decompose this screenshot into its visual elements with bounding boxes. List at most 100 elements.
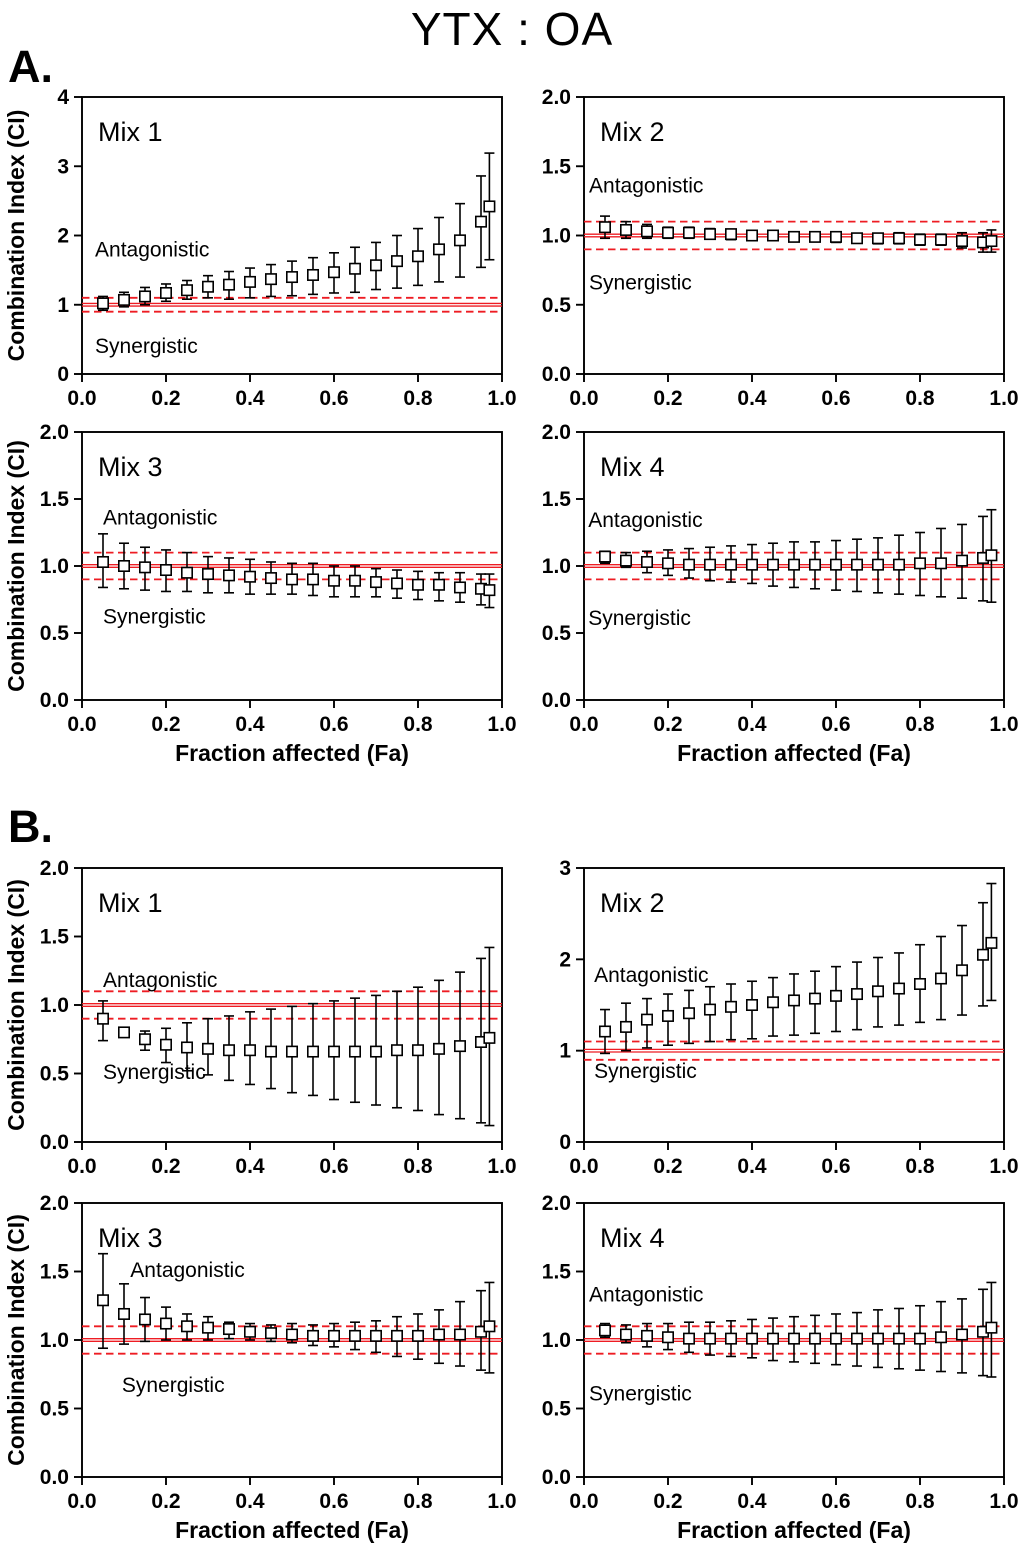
x-tick-label: 1.0 (487, 713, 516, 736)
y-tick-label: 0.0 (542, 363, 571, 386)
data-point-marker (483, 200, 496, 213)
y-tick-label: 2.0 (542, 421, 571, 444)
annotation-antagonistic: Antagonistic (103, 506, 217, 529)
x-axis-title: Fraction affected (Fa) (175, 740, 409, 766)
chart-b-mix-3: 0.0 0.2 0.4 0.6 0.8 1.0 0.0 0.5 1.0 1.5 2.0 Mix 3 An… (3, 1192, 517, 1543)
data-point-marker (640, 1013, 653, 1026)
data-point-marker (306, 573, 319, 586)
chart-a-mix-1: 0.0 0.2 0.4 0.6 0.8 1.0 0 1 2 3 4 Mix 1 Antagonistic… (3, 86, 517, 410)
annotation-synergistic: Synergistic (589, 1382, 692, 1405)
data-point-marker (483, 1320, 496, 1333)
data-point-marker (955, 964, 968, 977)
x-tick-label: 0.2 (151, 1155, 180, 1178)
data-point-marker (264, 1045, 277, 1058)
annotation-synergistic: Synergistic (588, 607, 691, 630)
x-tick-label: 0.0 (569, 713, 598, 736)
data-point-marker (223, 1044, 236, 1057)
data-point-marker (369, 1329, 382, 1342)
data-point-marker (850, 988, 863, 1001)
data-point-marker (97, 1294, 110, 1307)
chart-a-mix-3: 0.0 0.2 0.4 0.6 0.8 1.0 0.0 0.5 1.0 1.5 2.0 Mix 3 An… (3, 421, 517, 766)
data-point-marker (348, 262, 361, 275)
data-point-marker (432, 578, 445, 591)
data-point-marker (808, 992, 821, 1005)
x-tick-label: 1.0 (989, 1490, 1018, 1513)
y-axis-title: Combination Index (CI) (3, 879, 29, 1131)
y-tick-label: 0.5 (40, 1398, 70, 1421)
annotation-synergistic: Synergistic (103, 606, 206, 629)
data-point-marker (703, 1332, 716, 1345)
data-point-marker (598, 550, 611, 563)
y-tick-label: 1.5 (40, 488, 70, 511)
data-point-marker (327, 1045, 340, 1058)
data-point-marker (483, 1031, 496, 1044)
y-tick-label: 1.0 (542, 1329, 571, 1352)
x-tick-label: 0.6 (821, 713, 850, 736)
data-point-marker (264, 273, 277, 286)
data-point-marker (871, 558, 884, 571)
data-point-marker (871, 232, 884, 245)
x-tick-label: 0.8 (403, 713, 433, 736)
data-point-marker (892, 1332, 905, 1345)
data-point-marker (661, 557, 674, 570)
data-point-marker (787, 230, 800, 243)
data-point-marker (892, 232, 905, 245)
data-point-marker (934, 972, 947, 985)
y-tick-label: 2 (57, 225, 69, 248)
data-point-marker (160, 1038, 173, 1051)
x-tick-label: 0.4 (235, 1490, 265, 1513)
mix-label: Mix 1 (98, 117, 163, 147)
data-point-marker (985, 235, 998, 248)
x-tick-label: 0.2 (151, 713, 180, 736)
data-point-marker (640, 555, 653, 568)
data-point-marker (432, 1042, 445, 1055)
data-point-marker (97, 1012, 110, 1025)
y-tick-label: 0.5 (542, 622, 572, 645)
y-axis-title: Combination Index (CI) (3, 440, 29, 692)
x-tick-label: 0.6 (319, 387, 348, 410)
mix-label: Mix 3 (98, 1223, 163, 1253)
figure-title: YTX : OA (410, 3, 614, 55)
data-point-marker (202, 280, 215, 293)
annotation-synergistic: Synergistic (95, 335, 198, 358)
data-point-marker (327, 266, 340, 279)
y-tick-label: 0.0 (40, 1131, 69, 1154)
y-tick-label: 0.0 (542, 689, 571, 712)
data-point-marker (787, 1332, 800, 1345)
data-point-marker (745, 558, 758, 571)
annotation-antagonistic: Antagonistic (588, 509, 702, 532)
data-point-marker (139, 1033, 152, 1046)
data-point-marker (661, 1009, 674, 1022)
data-point-marker (703, 228, 716, 241)
x-tick-label: 0.4 (737, 1490, 767, 1513)
data-point-marker (264, 1327, 277, 1340)
data-point-marker (483, 584, 496, 597)
annotation-synergistic: Synergistic (103, 1061, 206, 1084)
x-tick-label: 1.0 (487, 1490, 516, 1513)
annotation-synergistic: Synergistic (589, 272, 692, 295)
data-point-marker (285, 1045, 298, 1058)
y-tick-label: 2.0 (542, 1192, 571, 1215)
x-tick-label: 0.8 (905, 713, 935, 736)
data-point-marker (640, 1329, 653, 1342)
x-tick-label: 0.4 (235, 1155, 265, 1178)
data-point-marker (453, 234, 466, 247)
data-point-marker (264, 572, 277, 585)
mix-label: Mix 4 (600, 452, 665, 482)
x-axis-title: Fraction affected (Fa) (677, 740, 911, 766)
data-point-marker (474, 215, 487, 228)
data-point-marker (369, 259, 382, 272)
x-axis-title: Fraction affected (Fa) (677, 1517, 911, 1543)
data-point-marker (808, 230, 821, 243)
data-point-marker (766, 558, 779, 571)
data-point-marker (703, 1003, 716, 1016)
x-tick-label: 0.2 (151, 387, 180, 410)
data-point-marker (955, 1328, 968, 1341)
chart-b-mix-4: 0.0 0.2 0.4 0.6 0.8 1.0 0.0 0.5 1.0 1.5 2.0 Mix 4 An… (542, 1192, 1019, 1543)
x-tick-label: 0.6 (821, 1490, 850, 1513)
plot-area (81, 867, 503, 1143)
data-point-marker (766, 1332, 779, 1345)
data-point-marker (118, 1026, 131, 1039)
annotation-synergistic: Synergistic (122, 1374, 225, 1397)
data-point-marker (703, 558, 716, 571)
